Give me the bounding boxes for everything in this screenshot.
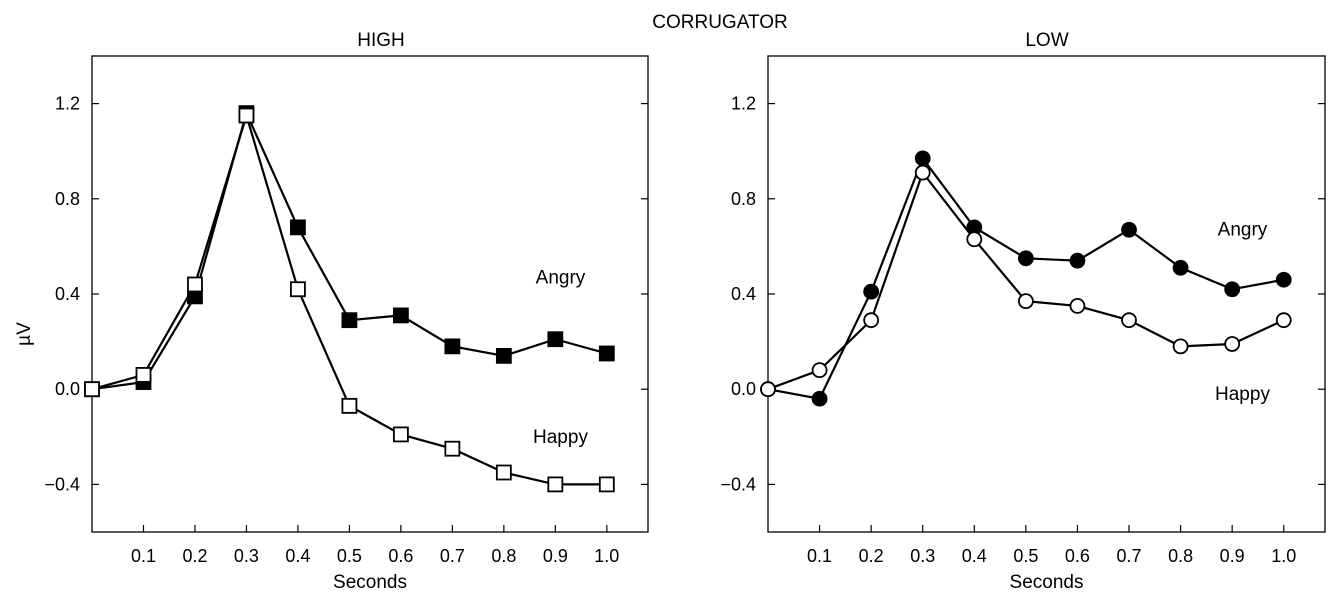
x-tick-label: 0.2 bbox=[859, 546, 884, 566]
x-tick-label: 0.2 bbox=[182, 546, 207, 566]
square-point-happy bbox=[135, 367, 152, 383]
x-tick-label: 0.1 bbox=[807, 546, 832, 566]
circle-point-angry bbox=[1121, 221, 1137, 238]
circle-point-happy bbox=[1121, 312, 1137, 329]
circle-point-angry bbox=[1275, 271, 1292, 288]
series-line-angry bbox=[767, 156, 1284, 400]
circle-point-angry bbox=[1017, 250, 1034, 267]
panel-title: LOW bbox=[1025, 30, 1068, 51]
square-point-happy bbox=[238, 107, 255, 124]
panel-low: LOW 0.1 0.2 0.3 0.4 0.5 0.6 0.7 0.8 0.9 1.0 −0.4 0.0… bbox=[720, 30, 1326, 593]
circle-point-happy bbox=[760, 381, 776, 398]
x-tick-label: 0.8 bbox=[491, 546, 516, 566]
x-tick-label: 0.4 bbox=[285, 546, 310, 566]
series-label-angry: Angry bbox=[536, 267, 586, 288]
square-point-happy bbox=[444, 440, 461, 457]
x-tick-label: 1.0 bbox=[1271, 546, 1296, 566]
x-tick-label: 0.3 bbox=[910, 546, 935, 566]
circle-point-happy bbox=[914, 164, 931, 181]
y-tick-label: 0.0 bbox=[731, 379, 756, 399]
series-line-angry bbox=[91, 109, 608, 391]
x-tick-label: 1.0 bbox=[594, 546, 619, 566]
circle-point-angry bbox=[1172, 259, 1189, 276]
square-point-angry bbox=[598, 345, 615, 362]
circle-point-happy bbox=[1017, 293, 1034, 310]
circle-point-angry bbox=[811, 390, 828, 407]
y-tick-label: 0.8 bbox=[731, 189, 756, 209]
x-tick-label: 0.9 bbox=[1220, 546, 1245, 566]
series-label-angry: Angry bbox=[1218, 220, 1268, 241]
y-tick-label: 0.8 bbox=[55, 189, 80, 209]
circle-point-angry bbox=[914, 150, 931, 167]
x-axis-label: Seconds bbox=[1010, 572, 1084, 593]
y-tick-label: 1.2 bbox=[55, 94, 80, 114]
circle-point-angry bbox=[1069, 252, 1086, 269]
circle-point-angry bbox=[863, 283, 880, 300]
figure-title: CORRUGATOR bbox=[652, 12, 787, 33]
x-tick-label: 0.6 bbox=[388, 546, 413, 566]
plot-frame bbox=[767, 55, 1326, 533]
circle-point-happy bbox=[1224, 336, 1241, 352]
y-tick-label: 1.2 bbox=[731, 94, 756, 114]
circle-point-angry bbox=[1224, 281, 1241, 298]
x-tick-label: 0.9 bbox=[543, 546, 568, 566]
square-point-happy bbox=[84, 381, 100, 398]
circle-point-happy bbox=[1172, 338, 1189, 355]
circle-point-happy bbox=[966, 231, 983, 248]
square-point-happy bbox=[495, 464, 512, 481]
x-tick-label: 0.8 bbox=[1168, 546, 1193, 566]
y-tick-label: −0.4 bbox=[720, 474, 756, 494]
circle-point-happy bbox=[1275, 312, 1292, 329]
y-tick-label: −0.4 bbox=[44, 474, 80, 494]
circle-point-happy bbox=[863, 312, 880, 329]
x-tick-label: 0.7 bbox=[1117, 546, 1142, 566]
x-tick-label: 0.3 bbox=[234, 546, 259, 566]
square-point-angry bbox=[495, 347, 512, 364]
square-point-happy bbox=[341, 397, 358, 414]
square-point-happy bbox=[598, 476, 615, 493]
circle-point-happy bbox=[1069, 297, 1086, 314]
square-point-angry bbox=[547, 331, 564, 348]
y-tick-label: 0.0 bbox=[55, 379, 80, 399]
x-tick-label: 0.1 bbox=[131, 546, 156, 566]
square-point-happy bbox=[547, 476, 564, 493]
series-label-happy: Happy bbox=[533, 427, 588, 448]
x-tick-label: 0.5 bbox=[337, 546, 362, 566]
x-tick-label: 0.7 bbox=[440, 546, 465, 566]
panel-title: HIGH bbox=[357, 30, 405, 51]
square-point-angry bbox=[392, 307, 409, 324]
y-tick-label: 0.4 bbox=[55, 284, 80, 304]
square-point-angry bbox=[444, 338, 461, 355]
y-tick-label: 0.4 bbox=[731, 284, 756, 304]
square-point-happy bbox=[392, 426, 409, 443]
x-tick-label: 0.4 bbox=[962, 546, 987, 566]
x-tick-label: 0.6 bbox=[1065, 546, 1090, 566]
series-label-happy: Happy bbox=[1215, 384, 1270, 405]
square-point-angry bbox=[341, 312, 358, 329]
y-axis-label: µV bbox=[14, 322, 35, 346]
square-point-angry bbox=[290, 219, 306, 236]
x-axis-label: Seconds bbox=[333, 572, 407, 593]
square-point-happy bbox=[187, 276, 203, 293]
panel-high: HIGH 0.1 0.2 0.3 0.4 0.5 0.6 0.7 0.8 0.9 1.0 −0.4 0.… bbox=[14, 30, 649, 593]
series-line-happy bbox=[91, 111, 607, 486]
circle-point-happy bbox=[811, 362, 828, 379]
plot-frame bbox=[91, 55, 649, 533]
square-point-happy bbox=[290, 281, 306, 298]
series-line-happy bbox=[767, 170, 1285, 391]
x-tick-label: 0.5 bbox=[1013, 546, 1038, 566]
